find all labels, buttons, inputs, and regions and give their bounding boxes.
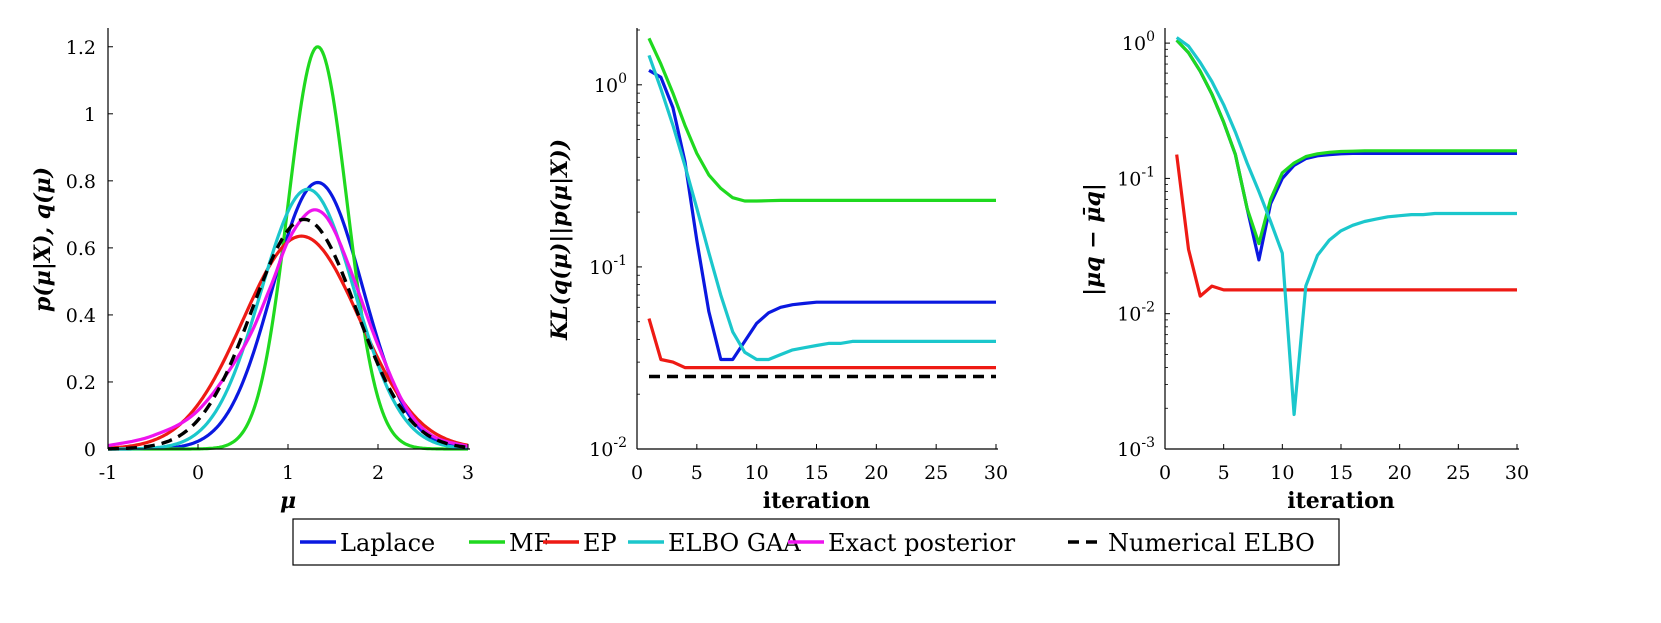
x-tick-label: 10 [1270, 462, 1294, 484]
x-axis-label: iteration [1287, 488, 1395, 514]
series-line-elbo-gaa-panel-3 [1175, 36, 1517, 417]
legend-label-elbo-gaa: ELBO GAA [668, 529, 801, 557]
x-axis-label: μ [280, 488, 296, 514]
x-tick-label: -1 [99, 462, 118, 484]
axes-layer [107, 28, 1519, 450]
legend-label-ep: EP [583, 529, 617, 557]
y-axis-label: p(μ|X), q(μ) [30, 167, 56, 312]
x-tick-label: 20 [1388, 462, 1412, 484]
y-axis-label: |μq − μ̄q| [1080, 183, 1106, 296]
y-tick-label: 1 [84, 104, 96, 126]
y-tick-label: 10-2 [1117, 300, 1155, 326]
x-tick-label: 25 [1446, 462, 1470, 484]
x-tick-label: 20 [864, 462, 888, 484]
y-tick-label: 0 [84, 439, 96, 461]
x-tick-label: 5 [1218, 462, 1230, 484]
x-tick-label: 0 [631, 462, 643, 484]
y-tick-label: 10-2 [589, 435, 627, 461]
y-tick-label: 0.2 [66, 372, 96, 394]
y-axis-label: KL(q(μ)||p(μ|X)) [547, 139, 573, 341]
series-line-ep-panel-2 [647, 318, 996, 370]
series-line-ep-panel-3 [1175, 154, 1517, 298]
y-tick-label: 1.2 [66, 37, 96, 59]
series-line-mf-panel-1 [107, 45, 469, 451]
label-layer: -1 0 1 2 300.20.40.60.811.2μp(μ|X), q(μ)0 5 10… [30, 29, 1529, 514]
x-tick-label: 1 [282, 462, 294, 484]
x-tick-label: 30 [1505, 462, 1529, 484]
y-tick-label: 10-1 [1117, 164, 1155, 190]
series-layer [107, 36, 1517, 451]
x-tick-label: 5 [691, 462, 703, 484]
x-tick-label: 0 [192, 462, 204, 484]
series-line-mf-panel-2 [647, 37, 996, 203]
x-tick-label: 2 [372, 462, 384, 484]
x-axis-label: iteration [763, 488, 871, 514]
x-tick-label: 15 [804, 462, 828, 484]
y-tick-label: 0.6 [66, 238, 96, 260]
series-line-elbo-gaa-panel-2 [647, 54, 996, 362]
series-line-laplace-panel-2 [648, 69, 996, 362]
x-tick-label: 3 [462, 462, 474, 484]
y-tick-label: 0.4 [66, 305, 96, 327]
x-tick-label: 15 [1329, 462, 1353, 484]
y-tick-label: 10-1 [589, 253, 627, 279]
series-line-exact-posterior-panel-1 [107, 208, 469, 448]
x-tick-label: 0 [1159, 462, 1171, 484]
y-tick-label: 10-3 [1117, 435, 1155, 461]
series-line-mf-panel-3 [1175, 39, 1517, 246]
y-tick-label: 100 [1122, 29, 1155, 55]
x-tick-label: 25 [924, 462, 948, 484]
x-tick-label: 10 [745, 462, 769, 484]
y-tick-label: 0.8 [66, 171, 96, 193]
legend-label-exact-posterior: Exact posterior [828, 529, 1016, 557]
y-tick-label: 100 [594, 71, 627, 97]
legend: Laplace MF EP ELBO GAA Exact posterior Numeri… [292, 518, 1340, 566]
series-line-elbo-gaa-panel-1 [107, 187, 469, 451]
x-tick-label: 30 [984, 462, 1008, 484]
series-line-laplace-panel-1 [107, 180, 469, 451]
legend-label-laplace: Laplace [340, 529, 435, 557]
series-line-numerical-elbo-panel-1 [107, 217, 469, 451]
legend-label-numerical-elbo: Numerical ELBO [1108, 529, 1315, 557]
